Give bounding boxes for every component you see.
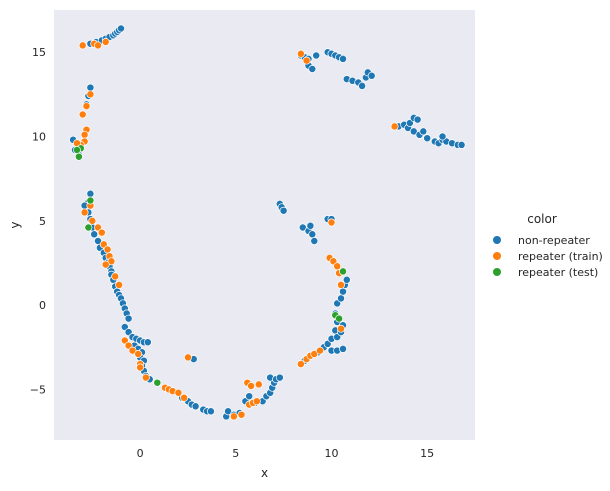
- point-series-1-18: [103, 245, 112, 254]
- point-series-1-16: [97, 228, 106, 237]
- x-axis-label: x: [261, 466, 268, 480]
- point-series-1-54: [337, 280, 345, 289]
- point-series-2-5: [153, 378, 162, 387]
- point-series-1-37: [229, 412, 238, 421]
- point-series-1-45: [296, 360, 305, 369]
- y-tick-label-3: 10: [32, 130, 46, 143]
- point-series-0-106: [310, 237, 319, 245]
- point-series-0-105: [308, 230, 317, 239]
- point-series-1-23: [115, 280, 124, 289]
- point-series-0-123: [358, 81, 367, 90]
- point-series-0-113: [308, 65, 317, 73]
- point-series-0-16: [86, 189, 95, 198]
- point-series-0-104: [306, 221, 315, 230]
- point-series-1-40: [247, 382, 256, 390]
- ticks-layer: 0 5 10 15 −5 0 5 10 15: [30, 46, 434, 460]
- legend-marker-0: [493, 236, 501, 244]
- point-series-1-35: [180, 393, 189, 402]
- point-series-0-90: [339, 287, 347, 296]
- point-series-1-44: [252, 397, 261, 406]
- point-series-1-41: [254, 380, 263, 389]
- point-series-2-1: [73, 146, 81, 154]
- legend-label-2: repeater (test): [518, 266, 598, 279]
- point-series-0-62: [206, 407, 215, 416]
- point-series-1-55: [337, 324, 345, 333]
- point-series-0-114: [312, 51, 321, 60]
- x-tick-label-1: 5: [232, 447, 239, 460]
- point-series-1-5: [82, 102, 91, 111]
- point-series-0-22: [90, 230, 99, 239]
- legend-items: non-repeater repeater (train) repeater (te…: [493, 234, 603, 279]
- point-series-0-133: [409, 127, 418, 136]
- legend-label-1: repeater (train): [518, 250, 603, 263]
- point-series-1-26: [128, 346, 137, 355]
- point-series-1-4: [86, 90, 95, 99]
- point-series-1-29: [136, 363, 145, 372]
- point-series-0-101: [279, 206, 288, 215]
- plot-area: [54, 10, 475, 440]
- y-axis-label: y: [8, 221, 22, 228]
- x-tick-label-0: 0: [137, 447, 144, 460]
- point-series-1-3: [94, 41, 102, 50]
- point-series-0-144: [419, 127, 428, 136]
- point-series-2-2: [74, 152, 83, 161]
- y-tick-label-2: 5: [39, 215, 46, 228]
- point-series-0-92: [342, 275, 351, 284]
- point-series-1-56: [327, 218, 336, 227]
- point-series-0-142: [457, 140, 466, 149]
- point-series-0-69: [245, 392, 254, 401]
- point-series-0-78: [275, 373, 284, 382]
- point-series-0-89: [337, 294, 345, 303]
- point-series-1-49: [316, 346, 324, 355]
- point-series-1-14: [88, 216, 97, 225]
- point-series-0-102: [298, 223, 307, 232]
- point-series-1-12: [80, 208, 89, 217]
- x-tick-label-2: 10: [324, 447, 338, 460]
- point-series-2-8: [339, 267, 347, 276]
- point-series-1-48: [310, 350, 319, 358]
- legend-marker-2: [493, 268, 501, 276]
- point-series-0-135: [423, 134, 432, 143]
- point-series-1-30: [141, 373, 150, 382]
- point-series-2-3: [84, 223, 93, 232]
- x-tick-label-3: 15: [420, 447, 434, 460]
- point-series-1-8: [80, 130, 89, 139]
- point-series-0-46: [143, 338, 152, 347]
- point-series-0-65: [224, 407, 233, 416]
- point-series-1-22: [111, 272, 120, 281]
- point-series-1-34: [174, 388, 183, 397]
- point-series-0-132: [413, 115, 422, 124]
- legend-title: color: [527, 212, 557, 226]
- point-series-1-57: [296, 49, 305, 58]
- point-series-1-0: [78, 41, 87, 50]
- point-series-1-59: [390, 122, 399, 131]
- legend: color non-repeater repeater (train) repeat…: [493, 212, 603, 279]
- y-tick-label-0: −5: [30, 383, 46, 396]
- point-series-1-36: [184, 353, 192, 362]
- point-series-0-95: [339, 344, 347, 353]
- point-series-1-52: [333, 262, 342, 271]
- points-layer: [69, 24, 466, 421]
- point-series-1-58: [302, 56, 311, 65]
- point-series-0-9: [117, 24, 125, 33]
- legend-label-0: non-repeater: [518, 234, 590, 247]
- point-series-0-143: [438, 132, 447, 141]
- point-series-1-27: [134, 350, 143, 358]
- point-series-0-59: [191, 402, 200, 411]
- y-tick-label-4: 15: [32, 46, 46, 59]
- point-series-1-38: [237, 410, 246, 419]
- point-series-0-119: [339, 54, 347, 63]
- point-series-1-6: [78, 110, 87, 119]
- point-series-0-126: [367, 71, 376, 80]
- legend-marker-1: [493, 252, 501, 260]
- point-series-0-39: [124, 314, 133, 323]
- y-tick-label-1: 0: [39, 299, 46, 312]
- point-series-2-4: [86, 196, 95, 205]
- point-series-1-21: [101, 260, 110, 269]
- point-series-2-7: [335, 314, 344, 323]
- point-series-0-10: [86, 83, 95, 92]
- point-series-1-2: [101, 38, 110, 46]
